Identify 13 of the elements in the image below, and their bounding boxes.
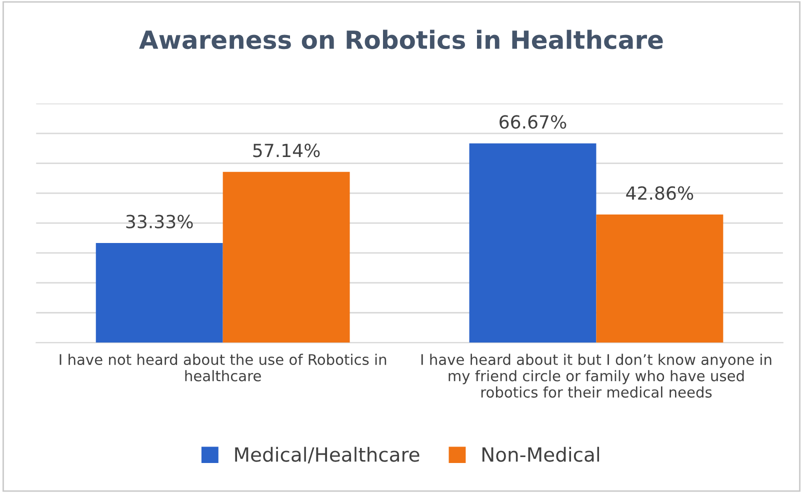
legend-label: Medical/Healthcare bbox=[235, 446, 420, 464]
data-label: 42.86% bbox=[626, 186, 694, 200]
chart-title: Awareness on Robotics in Healthcare bbox=[139, 30, 663, 50]
legend-label: Non-Medical bbox=[482, 446, 600, 462]
bar bbox=[469, 143, 596, 343]
data-label: 57.14% bbox=[253, 144, 320, 158]
x-tick-label: I have not heard about the use of Robotics in healthcare bbox=[60, 354, 386, 382]
bar bbox=[96, 243, 223, 343]
data-label: 66.67% bbox=[500, 115, 566, 129]
bar bbox=[596, 214, 724, 343]
x-tick-label: I have heard about it but I don’t know anyone in my friend circle or family who have used robotics for their medical needs bbox=[421, 354, 772, 398]
data-label: 33.33% bbox=[126, 214, 193, 228]
bar bbox=[222, 172, 350, 343]
